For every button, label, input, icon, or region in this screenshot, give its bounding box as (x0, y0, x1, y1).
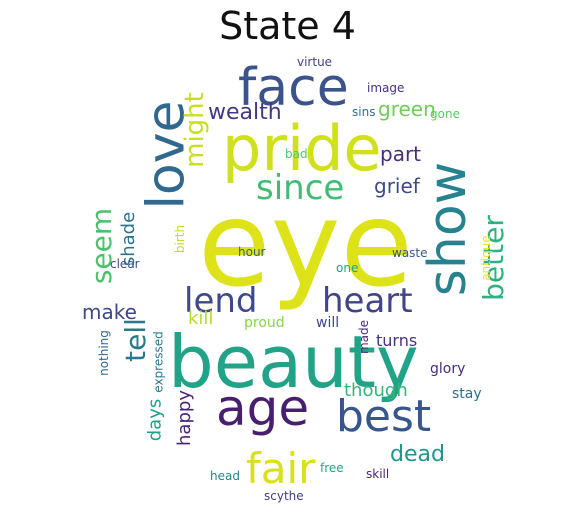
cloud-word: wealth (208, 100, 282, 125)
cloud-word: age (216, 379, 310, 437)
cloud-word: part (380, 142, 422, 166)
cloud-word: image (367, 81, 405, 95)
cloud-word: virtue (297, 55, 333, 69)
cloud-word: make (82, 300, 137, 324)
cloud-word: face (238, 58, 349, 118)
cloud-word: kill (188, 308, 214, 329)
cloud-word: best (336, 391, 432, 442)
cloud-word: one (336, 261, 359, 275)
cloud-word: glory (430, 361, 466, 377)
cloud-word: happy (173, 390, 195, 446)
cloud-word: antique (478, 235, 493, 281)
cloud-word: made (357, 319, 372, 355)
cloud-word: nothing (96, 330, 111, 376)
cloud-word: skill (366, 467, 390, 481)
cloud-word: expressed (151, 330, 166, 393)
cloud-word: days (143, 398, 165, 441)
cloud-word: free (320, 461, 344, 475)
cloud-word: turns (376, 331, 418, 350)
cloud-word: gone (430, 107, 460, 121)
figure-title: State 4 (219, 4, 356, 48)
cloud-word: grief (374, 174, 420, 198)
cloud-word: sins (352, 105, 376, 119)
cloud-word: scythe (264, 489, 304, 503)
cloud-word: stay (452, 386, 482, 402)
cloud-word: head (210, 469, 240, 483)
cloud-word: beauty (168, 320, 419, 404)
cloud-word: heart (322, 281, 413, 321)
cloud-word: show (418, 161, 479, 297)
cloud-word: fair (246, 444, 316, 493)
cloud-word: might (179, 92, 210, 168)
cloud-word: waste (392, 246, 428, 260)
cloud-word: green (378, 97, 436, 121)
cloud-word: seem (85, 207, 119, 285)
cloud-word: eye (198, 175, 414, 313)
cloud-word: proud (244, 315, 285, 331)
cloud-word: hour (238, 245, 266, 259)
cloud-word: lend (184, 281, 258, 321)
cloud-word: birth (173, 224, 188, 254)
cloud-word: tell (118, 318, 152, 362)
cloud-word: dead (390, 442, 445, 467)
cloud-word: though (344, 380, 408, 401)
cloud-word: since (256, 168, 345, 208)
cloud-word: bad (285, 147, 308, 161)
cloud-word: clear (110, 257, 140, 271)
cloud-word: pride (222, 112, 382, 185)
cloud-word: will (316, 315, 340, 331)
